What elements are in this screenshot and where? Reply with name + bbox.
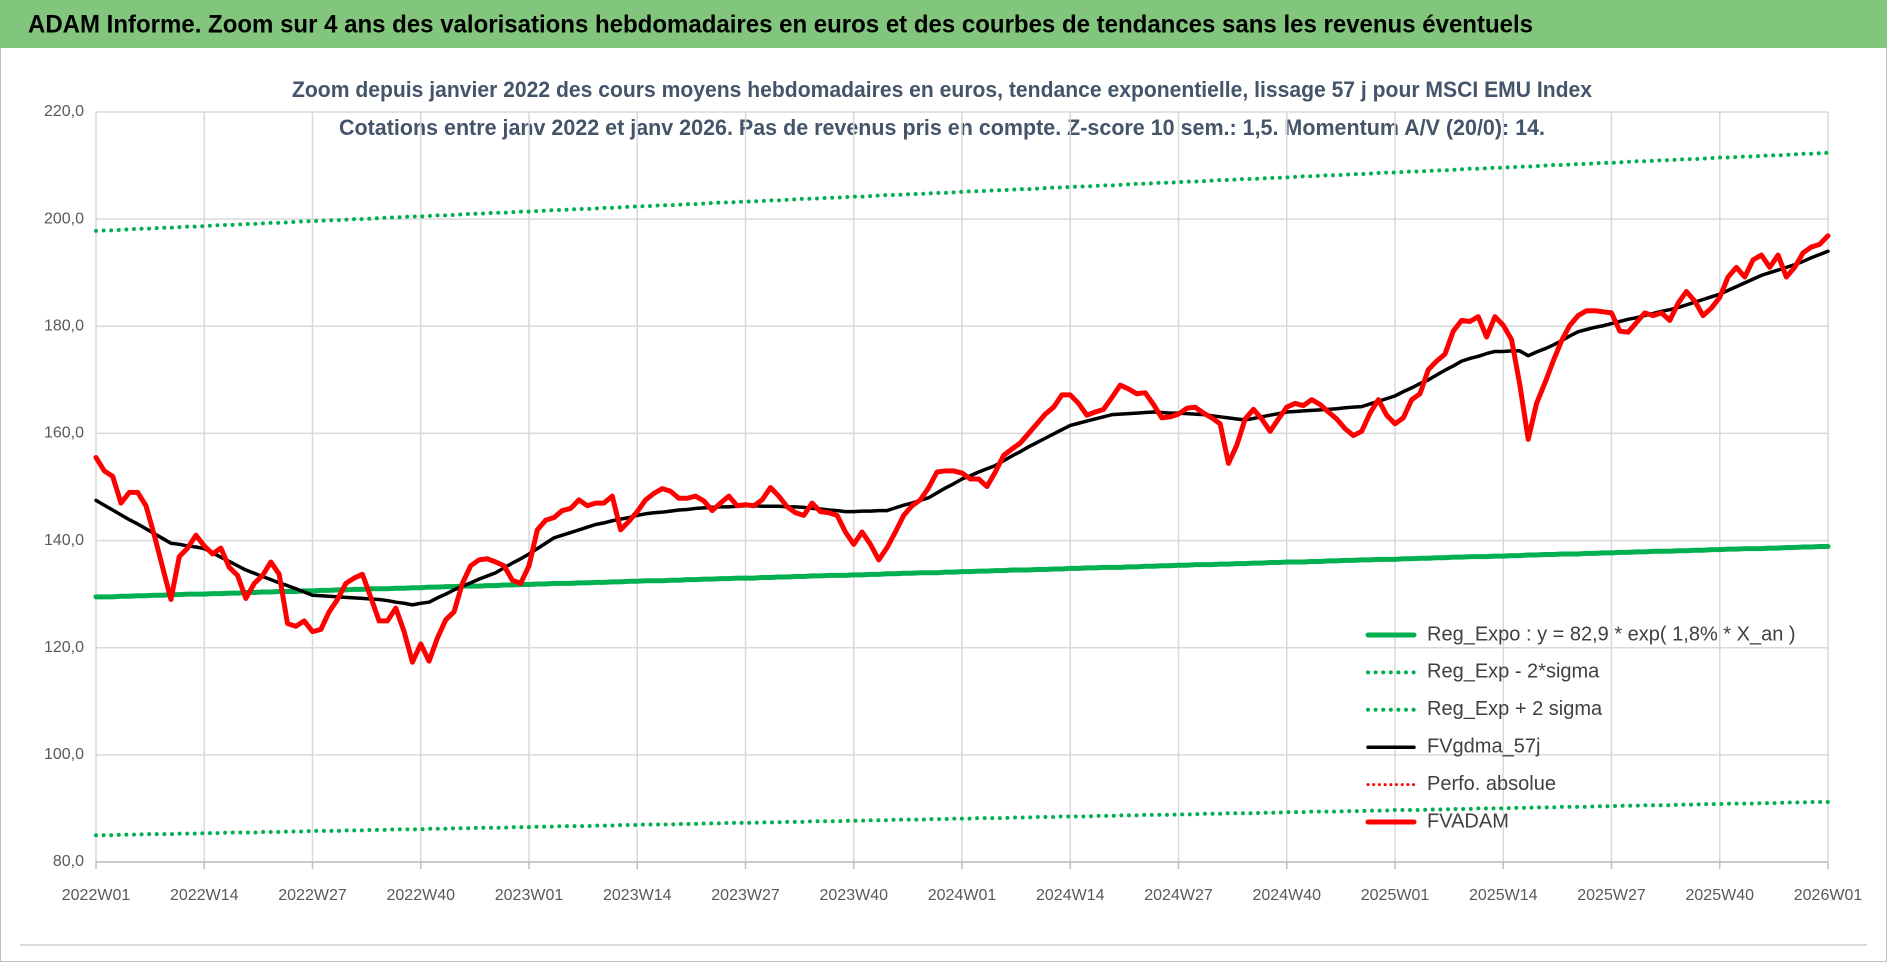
- x-tick-label: 2022W40: [387, 887, 456, 904]
- legend-label: Reg_Exp - 2*sigma: [1427, 661, 1600, 683]
- x-tick-label: 2024W40: [1253, 887, 1322, 904]
- header-bar: [0, 0, 1887, 48]
- y-tick-label: 140,0: [44, 532, 84, 549]
- series-line: [94, 150, 1830, 233]
- legend-label: Perfo. absolue: [1427, 773, 1556, 795]
- x-tick-label: 2022W14: [170, 887, 239, 904]
- x-tick-label: 2025W27: [1577, 887, 1646, 904]
- chart-subtitle: Cotations entre janv 2022 et janv 2026. …: [339, 115, 1545, 140]
- legend-label: Reg_Exp + 2 sigma: [1427, 698, 1603, 720]
- y-tick-label: 100,0: [44, 746, 84, 763]
- x-tick-label: 2023W27: [711, 887, 780, 904]
- x-tick-label: 2022W27: [278, 887, 347, 904]
- x-tick-label: 2025W40: [1686, 887, 1755, 904]
- y-tick-label: 160,0: [44, 425, 84, 442]
- x-tick-label: 2026W01: [1794, 887, 1863, 904]
- series-line: [94, 249, 1830, 607]
- legend-label: Reg_Expo : y = 82,9 * exp( 1,8% * X_an ): [1427, 623, 1796, 645]
- x-tick-label: 2024W14: [1036, 887, 1105, 904]
- x-tick-label: 2022W01: [62, 887, 131, 904]
- y-tick-label: 80,0: [53, 853, 84, 870]
- x-tick-label: 2025W01: [1361, 887, 1430, 904]
- series-line: [93, 543, 1831, 600]
- y-tick-label: 120,0: [44, 639, 84, 656]
- y-tick-label: 220,0: [44, 103, 84, 120]
- y-tick-label: 180,0: [44, 318, 84, 335]
- x-tick-label: 2024W27: [1144, 887, 1213, 904]
- legend-label: FVADAM: [1427, 810, 1509, 832]
- x-tick-label: 2025W14: [1469, 887, 1538, 904]
- series-line: [94, 800, 1830, 838]
- legend-label: FVgdma_57j: [1427, 735, 1540, 757]
- x-tick-label: 2023W01: [495, 887, 564, 904]
- chart-subtitle: Zoom depuis janvier 2022 des cours moyen…: [292, 77, 1593, 102]
- x-tick-label: 2024W01: [928, 887, 997, 904]
- y-tick-label: 200,0: [44, 210, 84, 227]
- header-title: ADAM Informe. Zoom sur 4 ans des valoris…: [28, 11, 1533, 39]
- x-tick-label: 2023W40: [820, 887, 889, 904]
- x-tick-label: 2023W14: [603, 887, 672, 904]
- series-line: [93, 233, 1831, 665]
